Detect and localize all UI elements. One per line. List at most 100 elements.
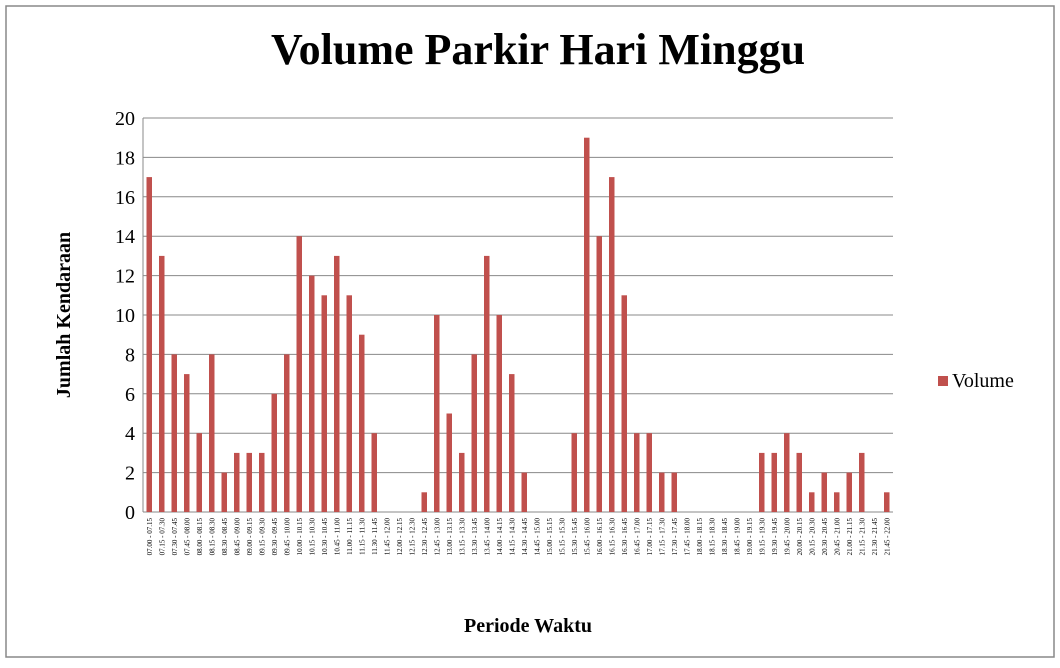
y-tick-label: 14 (115, 226, 135, 248)
chart-title: Volume Parkir Hari Minggu (271, 25, 805, 74)
x-tick-label: 10.30 - 10.45 (321, 518, 329, 556)
chart-frame (5, 5, 1055, 658)
x-tick-label: 14.15 - 14.30 (508, 518, 516, 556)
x-tick-label: 07.30 - 07.45 (171, 518, 179, 556)
bar (784, 433, 790, 512)
bar (334, 255, 340, 512)
legend-swatch (938, 376, 948, 386)
bar (421, 492, 427, 512)
x-tick-label: 12.30 - 12.45 (421, 518, 429, 556)
bar (446, 413, 452, 512)
x-tick-label: 10.00 - 10.15 (296, 518, 304, 556)
x-tick-label: 10.45 - 11.00 (333, 518, 341, 556)
x-tick-label: 21.45 - 22.00 (883, 518, 891, 556)
bar (434, 315, 440, 512)
x-tick-label: 13.30 - 13.45 (471, 518, 479, 556)
bar (309, 275, 315, 512)
x-tick-label: 13.15 - 13.30 (458, 518, 466, 556)
x-tick-label: 12.15 - 12.30 (408, 518, 416, 556)
bar (234, 452, 240, 512)
x-tick-label: 15.15 - 15.30 (558, 518, 566, 556)
bar (296, 236, 302, 512)
x-tick-label: 14.45 - 15.00 (533, 518, 541, 556)
x-tick-label: 13.45 - 14.00 (483, 518, 491, 556)
x-tick-label: 07.00 - 07.15 (146, 518, 154, 556)
x-tick-label: 16.30 - 16.45 (621, 518, 629, 556)
x-tick-label: 08.45 - 09.00 (233, 518, 241, 556)
x-tick-label: 11.15 - 11.30 (358, 518, 366, 555)
bar (796, 452, 802, 512)
y-tick-label: 4 (125, 423, 135, 445)
y-tick-label: 2 (125, 463, 135, 485)
bar (346, 295, 352, 512)
x-tick-label: 20.15 - 20.30 (808, 518, 816, 556)
x-tick-label: 16.45 - 17.00 (633, 518, 641, 556)
x-tick-label: 08.00 - 08.15 (196, 518, 204, 556)
bar (584, 137, 590, 512)
bar (884, 492, 890, 512)
x-tick-label: 21.15 - 21.30 (858, 518, 866, 556)
x-tick-label: 18.30 - 18.45 (721, 518, 729, 556)
y-tick-label: 0 (125, 502, 135, 524)
x-tick-label: 17.45 - 18.00 (683, 518, 691, 556)
bar (471, 354, 477, 512)
bar (609, 177, 615, 512)
x-tick-label: 09.00 - 09.15 (246, 518, 254, 556)
x-tick-label: 21.30 - 21.45 (871, 518, 879, 556)
bar (284, 354, 290, 512)
bar (771, 452, 777, 512)
x-tick-label: 15.00 - 15.15 (546, 518, 554, 556)
bar (171, 354, 177, 512)
y-tick-label: 16 (115, 187, 135, 209)
bar (246, 452, 252, 512)
bar (646, 433, 652, 512)
legend-label: Volume (952, 370, 1014, 392)
x-axis-label: Periode Waktu (464, 615, 592, 637)
bar (859, 452, 865, 512)
bar (221, 472, 227, 512)
x-tick-label: 13.00 - 13.15 (446, 518, 454, 556)
x-tick-label: 10.15 - 10.30 (308, 518, 316, 556)
bar (596, 236, 602, 512)
x-tick-label: 11.00 - 11.15 (346, 518, 354, 555)
x-tick-label: 20.00 - 20.15 (796, 518, 804, 556)
x-tick-label: 21.00 - 21.15 (846, 518, 854, 556)
x-tick-label: 18.45 - 19.00 (733, 518, 741, 556)
bar (184, 374, 190, 512)
bar (371, 433, 377, 512)
bar (521, 472, 527, 512)
bar (834, 492, 840, 512)
bar (671, 472, 677, 512)
x-tick-label: 12.00 - 12.15 (396, 518, 404, 556)
bar (846, 472, 852, 512)
x-tick-label: 16.00 - 16.15 (596, 518, 604, 556)
x-tick-label: 18.15 - 18.30 (708, 518, 716, 556)
bar (759, 452, 765, 512)
x-tick-label: 09.30 - 09.45 (271, 518, 279, 556)
bar (659, 472, 665, 512)
bar (359, 334, 365, 512)
x-tick-label: 14.00 - 14.15 (496, 518, 504, 556)
x-tick-label: 15.30 - 15.45 (571, 518, 579, 556)
x-tick-label: 19.00 - 19.15 (746, 518, 754, 556)
bar (259, 452, 265, 512)
bar (634, 433, 640, 512)
bar (496, 315, 502, 512)
y-tick-label: 6 (125, 384, 135, 406)
bar (321, 295, 327, 512)
bar (484, 255, 490, 512)
bar (196, 433, 202, 512)
x-tick-label: 14.30 - 14.45 (521, 518, 529, 556)
bar (509, 374, 515, 512)
x-tick-label: 12.45 - 13.00 (433, 518, 441, 556)
x-tick-label: 17.30 - 17.45 (671, 518, 679, 556)
bar (821, 472, 827, 512)
y-tick-label: 18 (115, 147, 135, 169)
x-tick-label: 20.45 - 21.00 (833, 518, 841, 556)
x-tick-label: 17.15 - 17.30 (658, 518, 666, 556)
bar (146, 177, 152, 512)
bar (571, 433, 577, 512)
x-tick-label: 08.30 - 08.45 (221, 518, 229, 556)
x-tick-label: 19.15 - 19.30 (758, 518, 766, 556)
